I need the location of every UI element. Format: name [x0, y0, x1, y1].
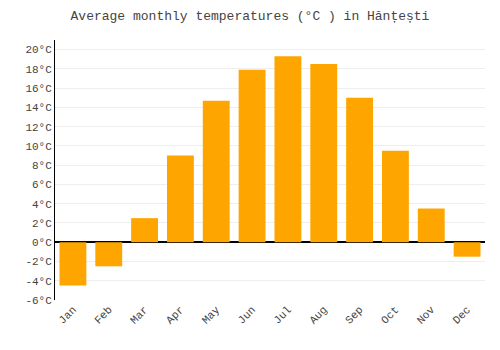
svg-text:-6°C: -6°C: [25, 295, 52, 307]
svg-text:Average monthly temperatures (: Average monthly temperatures (°C ) in Hă…: [71, 9, 430, 24]
svg-text:2°C: 2°C: [32, 218, 52, 230]
svg-text:14°C: 14°C: [25, 102, 52, 114]
svg-text:18°C: 18°C: [25, 64, 52, 76]
svg-text:6°C: 6°C: [32, 179, 52, 191]
svg-text:Feb: Feb: [92, 304, 114, 326]
svg-text:May: May: [200, 304, 223, 327]
svg-text:12°C: 12°C: [25, 122, 52, 134]
svg-text:Jun: Jun: [236, 304, 258, 326]
svg-text:10°C: 10°C: [25, 141, 52, 153]
svg-text:Nov: Nov: [415, 304, 438, 327]
svg-text:Jul: Jul: [271, 304, 293, 326]
svg-text:8°C: 8°C: [32, 160, 52, 172]
svg-text:0°C: 0°C: [32, 237, 52, 249]
svg-text:Sep: Sep: [343, 304, 365, 326]
svg-text:16°C: 16°C: [25, 83, 52, 95]
svg-text:Apr: Apr: [164, 304, 186, 326]
svg-text:Jan: Jan: [56, 304, 78, 326]
svg-text:Oct: Oct: [379, 304, 401, 326]
svg-text:4°C: 4°C: [32, 199, 52, 211]
svg-text:-4°C: -4°C: [25, 276, 52, 288]
svg-text:Aug: Aug: [307, 304, 329, 326]
svg-text:Dec: Dec: [451, 304, 473, 326]
svg-text:Mar: Mar: [128, 304, 150, 326]
svg-text:20°C: 20°C: [25, 44, 52, 56]
svg-text:-2°C: -2°C: [25, 256, 52, 268]
